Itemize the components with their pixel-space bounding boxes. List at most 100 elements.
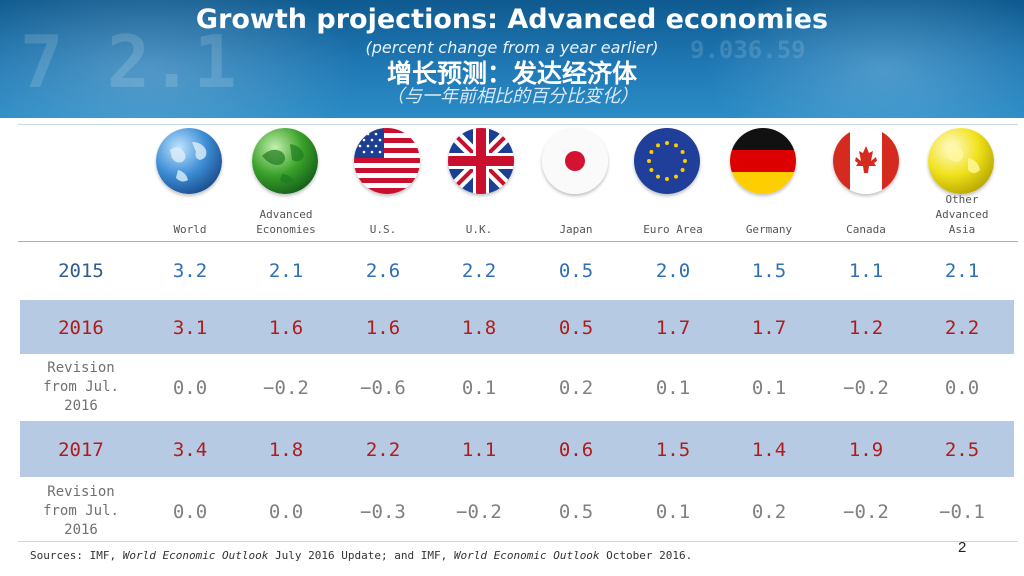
germany-flag-icon <box>730 128 796 194</box>
decorative-number: 9.036.59 <box>690 36 806 64</box>
uk-flag-icon <box>448 128 514 194</box>
table-cell: 2.2 <box>944 317 980 339</box>
advanced-economies-globe-icon <box>252 128 318 194</box>
table-cell: 2.1 <box>944 260 980 282</box>
sources-text: Sources: IMF, <box>30 549 123 562</box>
table-cell: −0.1 <box>939 501 985 523</box>
table-row-revision-2017: Revision from Jul. 2016 0.0 0.0 −0.3 −0.… <box>20 477 1014 541</box>
table-cell: 0.0 <box>268 501 304 523</box>
table-cell: 0.2 <box>751 501 787 523</box>
row-label: Revision from Jul. 2016 <box>33 359 129 416</box>
decorative-number: 7 2.1 <box>20 20 237 104</box>
row-label: 2016 <box>58 317 104 339</box>
page-subtitle-chinese: （与一年前相比的百分比变化） <box>386 86 638 107</box>
table-cell: 3.1 <box>172 317 208 339</box>
row-label: Revision from Jul. 2016 <box>33 483 129 540</box>
column-label-line: World <box>173 223 207 236</box>
world-globe-icon <box>156 128 222 194</box>
column-label-uk: U.K. <box>431 222 527 237</box>
euro-flag-icon <box>634 128 700 194</box>
column-label-line: U.S. <box>369 223 397 236</box>
column-label-germany: Germany <box>721 222 817 237</box>
table-cell: 3.4 <box>172 439 208 461</box>
sources-publication: World Economic Outlook <box>122 549 269 562</box>
column-label-line: Economies <box>256 223 316 236</box>
table-cell: 1.1 <box>461 439 497 461</box>
table-cell: 0.0 <box>172 377 208 399</box>
table-cell: −0.6 <box>360 377 406 399</box>
table-cell: 1.9 <box>848 439 884 461</box>
column-label-line: U.K. <box>465 223 493 236</box>
column-label-line: Germany <box>745 223 793 236</box>
table-cell: 1.5 <box>655 439 691 461</box>
table-header-rule <box>18 241 1018 242</box>
table-cell: 1.6 <box>268 317 304 339</box>
table-cell: 0.5 <box>558 260 594 282</box>
table-cell: 2.6 <box>365 260 401 282</box>
table-cell: 2.5 <box>944 439 980 461</box>
row-label: 2017 <box>58 439 104 461</box>
column-label-japan: Japan <box>528 222 624 237</box>
table-cell: −0.3 <box>360 501 406 523</box>
table-cell: 0.6 <box>558 439 594 461</box>
japan-flag-icon <box>542 128 608 194</box>
column-label-other-advanced-asia: Other Advanced Asia <box>914 192 1010 237</box>
row-label-line: Revision <box>47 360 115 376</box>
column-label-line: Advanced <box>259 208 313 221</box>
table-cell: 3.2 <box>172 260 208 282</box>
page-title: Growth projections: Advanced economies <box>195 4 829 35</box>
table-top-rule <box>18 124 1018 125</box>
table-cell: 1.5 <box>751 260 787 282</box>
table-cell: 0.5 <box>558 317 594 339</box>
column-label-us: U.S. <box>335 222 431 237</box>
page-title-chinese: 增长预测：发达经济体 <box>386 59 637 88</box>
row-label-line: from Jul. <box>43 379 119 395</box>
table-row-2016: 2016 3.1 1.6 1.6 1.8 0.5 1.7 1.7 1.2 2.2 <box>20 300 1014 354</box>
table-cell: 1.2 <box>848 317 884 339</box>
sources-text: October 2016. <box>599 549 693 562</box>
column-label-line: Euro Area <box>643 223 703 236</box>
column-label-line: Asia <box>948 223 976 236</box>
sources-text: July 2016 Update; and IMF, <box>268 549 454 562</box>
table-cell: 1.4 <box>751 439 787 461</box>
table-cell: −0.2 <box>456 501 502 523</box>
row-label-line: from Jul. <box>43 503 119 519</box>
table-cell: 2.1 <box>268 260 304 282</box>
table-cell: 0.1 <box>461 377 497 399</box>
column-label-line: Other <box>945 193 979 206</box>
table-cell: 1.8 <box>268 439 304 461</box>
table-row-2015: 2015 3.2 2.1 2.6 2.2 0.5 2.0 1.5 1.1 2.1 <box>20 244 1014 300</box>
row-label-line: 2016 <box>64 398 98 414</box>
us-flag-icon <box>354 128 420 194</box>
column-label-canada: Canada <box>818 222 914 237</box>
table-cell: 1.7 <box>751 317 787 339</box>
table-cell: −0.2 <box>843 501 889 523</box>
table-row-2017: 2017 3.4 1.8 2.2 1.1 0.6 1.5 1.4 1.9 2.5 <box>20 421 1014 477</box>
table-cell: 1.8 <box>461 317 497 339</box>
column-label-advanced-economies: Advanced Economies <box>238 207 334 237</box>
sources-note: Sources: IMF, World Economic Outlook Jul… <box>30 549 692 562</box>
column-label-world: World <box>142 222 238 237</box>
table-cell: 0.5 <box>558 501 594 523</box>
table-cell: 0.0 <box>944 377 980 399</box>
table-cell: −0.2 <box>263 377 309 399</box>
table-row-revision-2016: Revision from Jul. 2016 0.0 −0.2 −0.6 0.… <box>20 354 1014 420</box>
table-cell: −0.2 <box>843 377 889 399</box>
sources-publication: World Economic Outlook <box>453 549 600 562</box>
table-cell: 2.2 <box>365 439 401 461</box>
table-cell: 1.1 <box>848 260 884 282</box>
table-cell: 1.6 <box>365 317 401 339</box>
column-label-euro-area: Euro Area <box>625 222 721 237</box>
row-label-line: 2016 <box>64 522 98 538</box>
table-cell: 0.0 <box>172 501 208 523</box>
page-number: 2 <box>958 539 967 556</box>
table-cell: 2.2 <box>461 260 497 282</box>
other-advanced-asia-globe-icon <box>928 128 994 194</box>
column-label-line: Japan <box>559 223 593 236</box>
table-cell: 1.7 <box>655 317 691 339</box>
table-cell: 0.2 <box>558 377 594 399</box>
page-subtitle: (percent change from a year earlier) <box>365 38 659 57</box>
title-banner: 7 2.1 9.036.59 Growth projections: Advan… <box>0 0 1024 118</box>
row-label-line: Revision <box>47 484 115 500</box>
canada-flag-icon <box>833 128 899 194</box>
